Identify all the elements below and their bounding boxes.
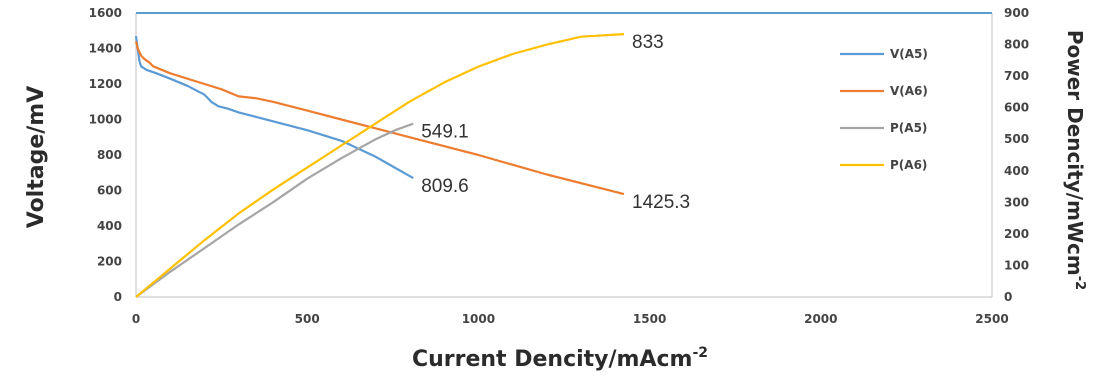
x-axis-title-main: Current Dencity/mAcm bbox=[412, 347, 693, 372]
x-tick-label: 1500 bbox=[633, 312, 666, 326]
y-tick-label: 1400 bbox=[89, 42, 122, 56]
x-tick-label: 2500 bbox=[975, 312, 1008, 326]
y-tick-label: 400 bbox=[97, 219, 122, 233]
x-tick-label: 2000 bbox=[804, 312, 837, 326]
legend-label: P(A5) bbox=[890, 121, 927, 135]
data-label: 1425.3 bbox=[632, 192, 690, 213]
y2-tick-label: 900 bbox=[1004, 6, 1029, 20]
y2-tick-label: 800 bbox=[1004, 38, 1029, 52]
y-axis-title: Voltage/mV bbox=[24, 86, 49, 229]
series-line-v-a6 bbox=[134, 41, 625, 196]
x-axis-title: Current Dencity/mAcm-2 bbox=[412, 345, 708, 372]
y-tick-label: 1600 bbox=[89, 6, 122, 20]
y2-tick-label: 700 bbox=[1004, 69, 1029, 83]
data-label: 833 bbox=[632, 32, 664, 53]
series-line-p-a5 bbox=[135, 122, 414, 298]
y2-tick-label: 500 bbox=[1004, 132, 1029, 146]
y2-tick-label: 600 bbox=[1004, 101, 1029, 115]
y2-tick-label: 200 bbox=[1004, 227, 1029, 241]
series-layer bbox=[134, 33, 625, 298]
y2-tick-label: 0 bbox=[1004, 290, 1012, 304]
y-tick-label: 600 bbox=[97, 184, 122, 198]
x-tick-label: 500 bbox=[295, 312, 320, 326]
axes: 0 500 1000 1500 2000 250002004006008001000120… bbox=[89, 6, 1029, 326]
x-axis-title-sup: -2 bbox=[692, 345, 708, 361]
legend: V(A5) V(A6) P(A5) P(A6) bbox=[840, 47, 928, 172]
y-tick-label: 800 bbox=[97, 148, 122, 162]
x-tick-label: 1000 bbox=[462, 312, 495, 326]
series-line-p-a6 bbox=[135, 33, 625, 298]
y-tick-label: 200 bbox=[97, 255, 122, 269]
data-label: 809.6 bbox=[421, 176, 469, 197]
y-tick-label: 0 bbox=[114, 290, 122, 304]
legend-label: V(A6) bbox=[890, 84, 928, 98]
y2-tick-label: 100 bbox=[1004, 258, 1029, 272]
series-line-v-a5 bbox=[134, 35, 414, 180]
annotation-layer: 833 549.1 809.6 1425.3 bbox=[421, 32, 690, 213]
legend-label: V(A5) bbox=[890, 47, 928, 61]
y2-tick-label: 300 bbox=[1004, 195, 1029, 209]
y2-axis-title-main: Power Dencity/mWcm bbox=[1063, 30, 1087, 276]
x-tick-label: 0 bbox=[132, 312, 140, 326]
y2-tick-label: 400 bbox=[1004, 164, 1029, 178]
legend-label: P(A6) bbox=[890, 158, 927, 172]
y-tick-label: 1200 bbox=[89, 77, 122, 91]
y2-axis-title-sup: -2 bbox=[1072, 276, 1087, 290]
y2-axis-title: Power Dencity/mWcm-2 bbox=[1063, 30, 1087, 290]
data-label: 549.1 bbox=[421, 122, 469, 143]
y-tick-label: 1000 bbox=[89, 113, 122, 127]
